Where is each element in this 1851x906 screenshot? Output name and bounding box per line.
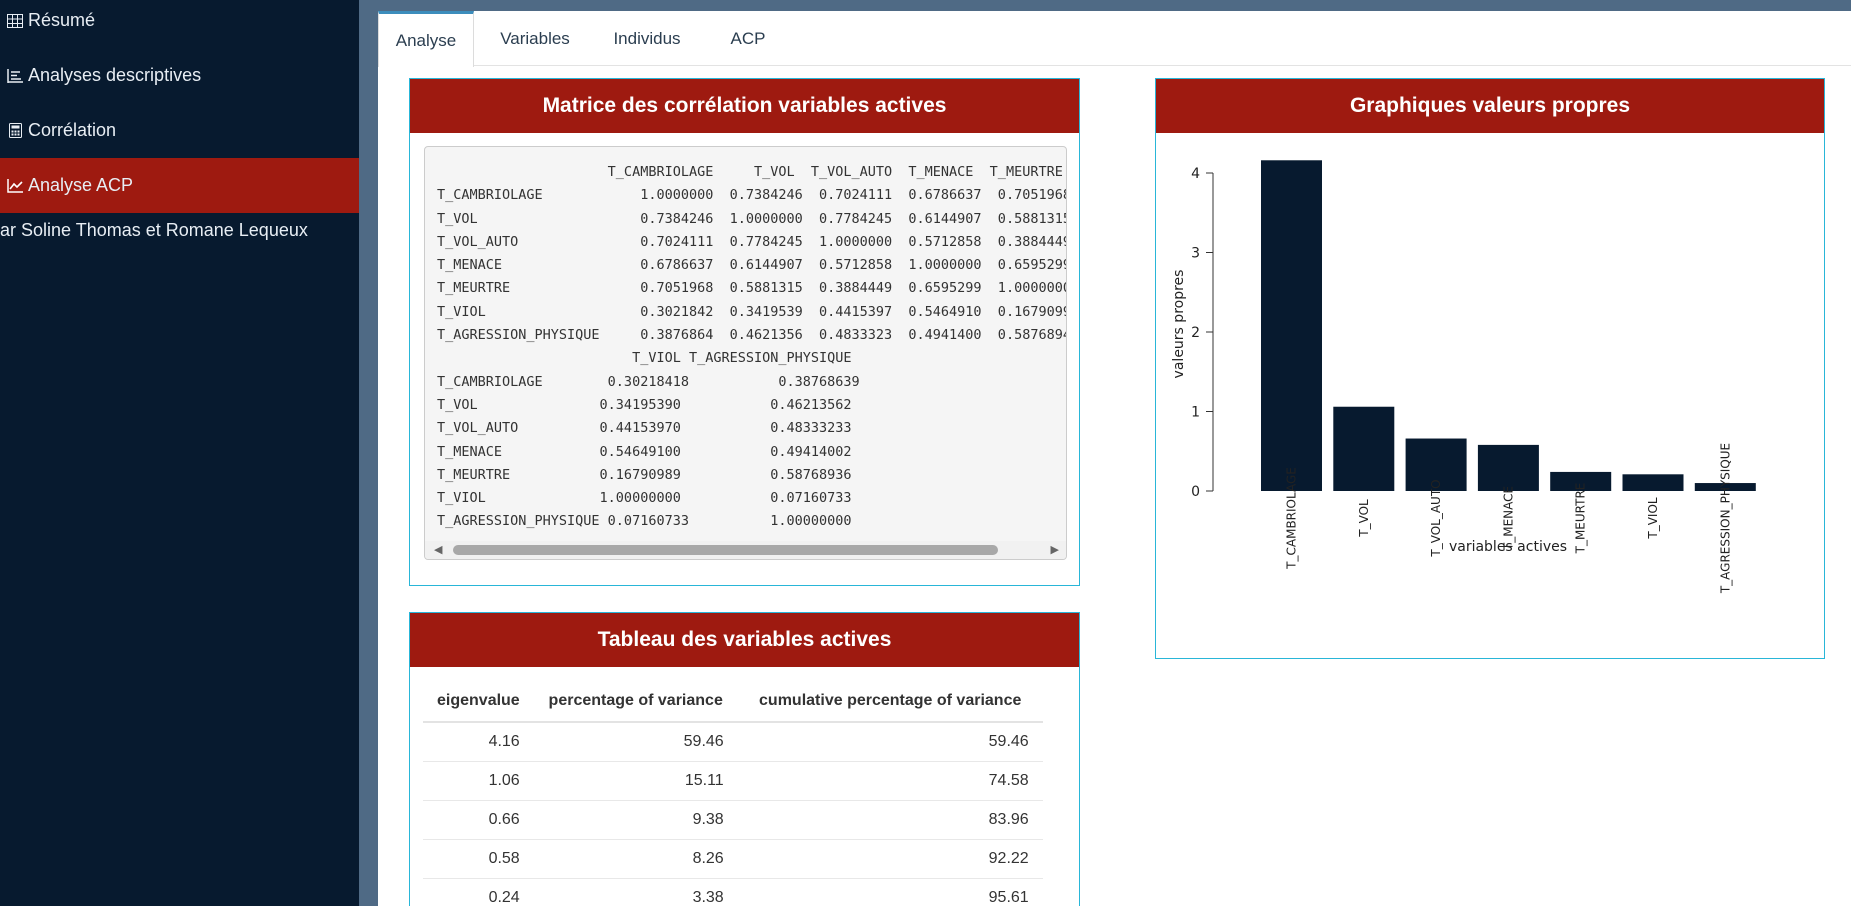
matrix-line: T_VIOL 1.00000000 0.07160733	[437, 490, 852, 507]
author-credit: ar Soline Thomas et Romane Lequeux	[0, 220, 308, 240]
matrix-line: T_MEURTRE 0.7051968 0.5881315 0.3884449 …	[437, 280, 1067, 297]
x-tick-label: T_AGRESSION_PHYSIQUE	[1718, 443, 1732, 594]
table-row: 0.66 9.38 83.96	[423, 800, 1043, 840]
sidebar-item-correlation[interactable]: Corrélation	[0, 103, 359, 158]
x-axis-label: variables actives	[1449, 539, 1567, 555]
list-icon	[6, 67, 24, 85]
x-tick-label: T_VOL	[1357, 499, 1371, 538]
matrix-lines: T_CAMBRIOLAGE T_VOL T_VOL_AUTO T_MENACE …	[437, 161, 1067, 534]
table-cell: 95.61	[737, 878, 1043, 906]
table-cell: 1.06	[423, 761, 534, 801]
y-axis-label: valeurs propres	[1171, 270, 1187, 379]
y-tick-label: 3	[1191, 246, 1200, 262]
bar	[1333, 406, 1395, 491]
matrix-line: T_CAMBRIOLAGE T_VOL T_VOL_AUTO T_MENACE …	[437, 164, 1063, 180]
table-cell: 59.46	[737, 722, 1043, 762]
scroll-left-icon[interactable]: ◀	[434, 544, 443, 556]
table-cell: 15.11	[533, 761, 738, 801]
bar	[1477, 444, 1539, 491]
table-cell: 8.26	[533, 839, 738, 879]
sidebar: Résumé Analyses descriptives Corrélation…	[0, 0, 359, 906]
matrix-line: T_MENACE 0.6786637 0.6144907 0.5712858 1…	[437, 257, 1067, 274]
table-icon	[6, 12, 24, 30]
table-cell: 83.96	[737, 800, 1043, 840]
matrix-line: T_VOL 0.34195390 0.46213562	[437, 396, 852, 413]
sidebar-item-label: Corrélation	[28, 120, 117, 140]
x-tick-label: T_MENACE	[1501, 486, 1515, 551]
x-tick-label: T_VOL_AUTO	[1429, 479, 1443, 557]
y-tick-label: 0	[1191, 484, 1200, 500]
matrix-line: T_MENACE 0.54649100 0.49414002	[437, 443, 852, 460]
column-header[interactable]: percentage of variance	[533, 680, 738, 723]
table-cell: 0.24	[423, 878, 534, 906]
bar	[1261, 160, 1322, 491]
x-tick-label: T_MEURTRE	[1574, 483, 1588, 555]
matrix-line: T_AGRESSION_PHYSIQUE 0.07160733 1.000000…	[437, 513, 852, 530]
table-cell: 4.16	[423, 722, 534, 762]
scrollbar-thumb[interactable]	[453, 545, 998, 555]
matrix-line: T_AGRESSION_PHYSIQUE 0.3876864 0.4621356…	[437, 327, 1067, 344]
active-variables-table-box: Tableau des variables actives eigenvalue…	[409, 612, 1080, 906]
table-cell: 74.58	[737, 761, 1043, 801]
matrix-line: T_VOL_AUTO 0.44153970 0.48333233	[437, 420, 852, 437]
sidebar-item-analyse-acp[interactable]: Analyse ACP	[0, 158, 359, 213]
eigenvalue-bar-chart: valeurs propres 0 1 2 3 4 T_CAMBRIOLAGE T_VOL T…	[1171, 160, 1756, 594]
y-tick-label: 4	[1191, 166, 1200, 182]
table-row: 0.58 8.26 92.22	[423, 839, 1043, 879]
bar	[1550, 471, 1612, 491]
matrix-line: T_CAMBRIOLAGE 0.30218418 0.38768639	[437, 373, 860, 390]
table-cell: 59.46	[533, 722, 738, 762]
tab-analyse[interactable]: Analyse	[378, 11, 474, 67]
box-title: Graphiques valeurs propres	[1156, 79, 1824, 133]
tab-individus[interactable]: Individus	[613, 28, 681, 48]
column-header[interactable]: eigenvalue	[423, 680, 534, 723]
matrix-line: T_VIOL T_AGRESSION_PHYSIQUE	[437, 350, 852, 367]
main-content: Analyse Variables Individus ACP Matrice …	[378, 11, 1851, 906]
active-variables-table: eigenvalue percentage of variance cumula…	[423, 680, 1043, 906]
table-cell: 0.66	[423, 800, 534, 840]
matrix-line: T_VOL_AUTO 0.7024111 0.7784245 1.0000000…	[437, 233, 1067, 250]
x-tick-label: T_CAMBRIOLAGE	[1285, 467, 1299, 570]
box-title: Matrice des corrélation variables active…	[410, 79, 1079, 133]
line-chart-icon	[6, 177, 24, 195]
y-tick-label: 1	[1191, 405, 1200, 421]
calculator-icon	[6, 122, 24, 140]
sidebar-item-label: Analyse ACP	[28, 175, 134, 195]
matrix-output[interactable]: T_CAMBRIOLAGE T_VOL T_VOL_AUTO T_MENACE …	[424, 146, 1067, 560]
matrix-line: T_VIOL 0.3021842 0.3419539 0.4415397 0.5…	[437, 303, 1067, 320]
table-cell: 92.22	[737, 839, 1043, 879]
tab-variables[interactable]: Variables	[500, 28, 570, 48]
bar	[1622, 474, 1684, 491]
box-title: Tableau des variables actives	[410, 613, 1079, 667]
table-row: 4.16 59.46 59.46	[423, 722, 1043, 762]
bar	[1405, 438, 1467, 491]
table-row: 1.06 15.11 74.58	[423, 761, 1043, 801]
matrix-line: T_MEURTRE 0.16790989 0.58768936	[437, 466, 852, 483]
matrix-line: T_VOL 0.7384246 1.0000000 0.7784245 0.61…	[437, 210, 1067, 227]
correlation-matrix-box: Matrice des corrélation variables active…	[409, 78, 1080, 586]
sidebar-item-analyses-descriptives[interactable]: Analyses descriptives	[0, 48, 359, 103]
table-cell: 9.38	[533, 800, 738, 840]
sidebar-item-resume[interactable]: Résumé	[0, 0, 359, 48]
horizontal-scrollbar[interactable]: ◀ ▶	[425, 541, 1066, 559]
sidebar-item-label: Résumé	[28, 10, 96, 30]
table-row: 0.24 3.38 95.61	[423, 878, 1043, 906]
bar	[1694, 483, 1756, 491]
table-cell: 3.38	[533, 878, 738, 906]
matrix-line: T_CAMBRIOLAGE 1.0000000 0.7384246 0.7024…	[437, 187, 1067, 204]
tab-bar: Analyse Variables Individus ACP	[378, 11, 1851, 67]
tab-acp[interactable]: ACP	[730, 28, 766, 48]
y-tick-label: 2	[1191, 325, 1200, 341]
eigenvalue-chart-box: Graphiques valeurs propres valeurs propr…	[1155, 78, 1825, 659]
table-header-row: eigenvalue percentage of variance cumula…	[423, 680, 1043, 723]
column-header[interactable]: cumulative percentage of variance	[737, 680, 1043, 723]
table-cell: 0.58	[423, 839, 534, 879]
x-tick-label: T_VIOL	[1646, 497, 1660, 540]
scroll-right-icon[interactable]: ▶	[1050, 544, 1059, 556]
sidebar-item-label: Analyses descriptives	[28, 65, 202, 85]
